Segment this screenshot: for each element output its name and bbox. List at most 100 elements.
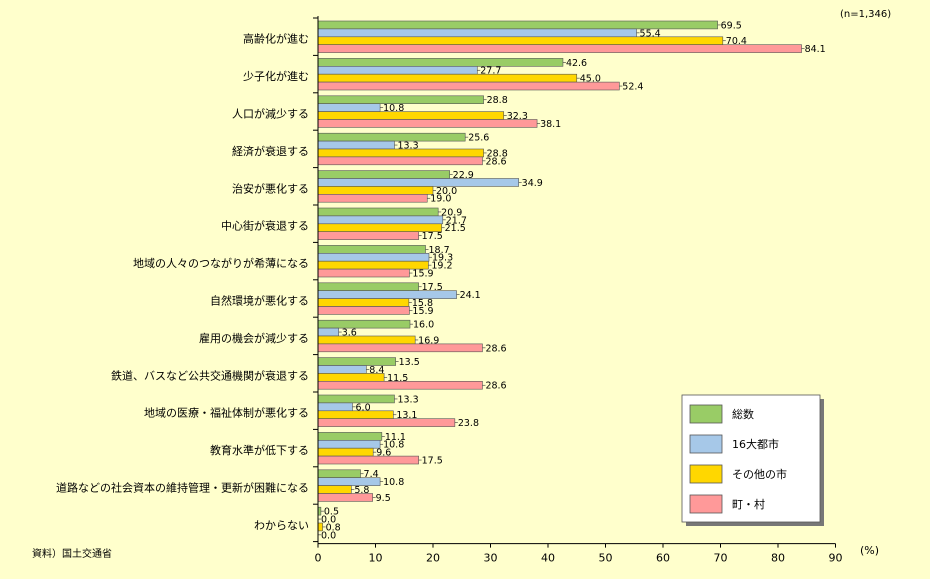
bar-4-3 xyxy=(317,194,428,203)
bar-9-3 xyxy=(317,380,483,390)
bar-4-1 xyxy=(317,178,519,187)
x-tick-label-6: 60 xyxy=(656,552,670,565)
bar-8-1 xyxy=(317,327,340,337)
value-label-2-2: 32.3 xyxy=(507,111,528,122)
value-label-12-1: 10.8 xyxy=(383,477,404,488)
value-label-11-2: 9.6 xyxy=(376,448,391,459)
value-label-6-1: 19.3 xyxy=(432,253,453,264)
x-tick-label-0: 0 xyxy=(315,552,322,565)
bar-1-3 xyxy=(317,81,620,91)
category-label-2: 人口が減少する xyxy=(232,107,309,121)
sample-size-note: (n=1,346) xyxy=(840,9,891,20)
bar-7-0 xyxy=(317,282,419,291)
x-tick-label-5: 50 xyxy=(599,552,613,565)
bar-7-1 xyxy=(317,290,457,299)
source-note: 資料）国土交通省 xyxy=(32,547,112,560)
bar-0-2 xyxy=(317,36,724,45)
value-label-12-3: 9.5 xyxy=(376,493,391,504)
value-label-5-2: 21.5 xyxy=(445,223,466,234)
value-label-3-0: 25.6 xyxy=(468,133,489,144)
value-label-5-3: 17.5 xyxy=(422,231,443,242)
bar-1-2 xyxy=(317,73,578,83)
bar-6-1 xyxy=(317,253,430,262)
bar-12-3 xyxy=(317,493,373,502)
category-label-6: 地域の人々のつながりが希薄になる xyxy=(133,256,309,270)
bar-3-3 xyxy=(317,156,483,166)
value-label-8-0: 16.0 xyxy=(413,320,434,331)
x-tick-label-7: 70 xyxy=(714,552,728,565)
value-label-7-0: 17.5 xyxy=(422,282,443,293)
legend-swatch-3 xyxy=(689,494,723,514)
value-label-0-0: 69.5 xyxy=(721,20,742,31)
bar-11-2 xyxy=(317,447,374,457)
bar-10-2 xyxy=(317,410,394,419)
category-label-9: 鉄道、バスなど公共交通機関が衰退する xyxy=(111,368,309,382)
value-label-9-1: 8.4 xyxy=(369,365,384,376)
bar-8-3 xyxy=(317,343,483,353)
category-label-8: 雇用の機会が減少する xyxy=(199,331,309,345)
value-label-3-2: 28.8 xyxy=(487,148,508,159)
legend-swatch-0 xyxy=(689,404,723,424)
value-label-1-0: 42.6 xyxy=(566,58,587,69)
value-label-9-0: 13.5 xyxy=(399,357,420,368)
value-label-0-3: 84.1 xyxy=(805,44,826,55)
bar-6-3 xyxy=(317,268,410,278)
category-label-12: 道路などの社会資本の維持管理・更新が困難になる xyxy=(56,481,309,495)
value-label-0-2: 70.4 xyxy=(726,36,747,47)
category-label-4: 治安が悪化する xyxy=(232,181,309,195)
value-label-2-3: 38.1 xyxy=(540,119,561,130)
bar-2-1 xyxy=(317,103,381,112)
value-label-4-1: 34.9 xyxy=(522,178,543,189)
category-label-10: 地域の医療・福祉体制が悪化する xyxy=(144,406,309,420)
value-label-11-3: 17.5 xyxy=(422,456,443,467)
bar-12-1 xyxy=(317,477,381,486)
bar-1-0 xyxy=(317,58,564,67)
bar-9-2 xyxy=(317,373,385,382)
axes-layer: 高齢化が進む少子化が進む人口が減少する経済が衰退する治安が悪化する中心街が衰退す… xyxy=(56,16,843,565)
value-label-6-2: 19.2 xyxy=(431,261,452,272)
value-label-12-0: 7.4 xyxy=(364,469,379,480)
bar-12-2 xyxy=(317,485,352,494)
bar-2-3 xyxy=(317,119,538,128)
x-tick-label-3: 30 xyxy=(484,552,498,565)
bar-10-3 xyxy=(317,418,456,427)
bar-11-3 xyxy=(317,455,419,465)
bar-10-1 xyxy=(317,402,353,412)
bar-8-2 xyxy=(317,335,416,345)
bar-4-0 xyxy=(317,170,450,179)
value-label-12-2: 5.8 xyxy=(354,485,369,496)
value-label-11-1: 10.8 xyxy=(383,440,404,451)
value-label-13-2: 0.8 xyxy=(326,522,341,533)
value-label-1-1: 27.7 xyxy=(480,66,501,77)
bar-5-3 xyxy=(317,231,419,240)
value-label-2-1: 10.8 xyxy=(383,103,404,114)
value-label-9-2: 11.5 xyxy=(387,373,408,384)
category-label-13: わからない xyxy=(254,519,309,532)
value-label-13-1: 0.0 xyxy=(321,515,336,526)
legend-swatch-1 xyxy=(689,434,723,454)
bar-5-0 xyxy=(317,207,439,217)
value-label-4-2: 20.0 xyxy=(436,186,457,197)
value-label-2-0: 28.8 xyxy=(487,95,508,106)
value-label-10-1: 6.0 xyxy=(356,402,371,413)
x-tick-label-9: 90 xyxy=(829,552,843,565)
value-label-8-1: 3.6 xyxy=(342,328,357,339)
value-label-13-0: 0.5 xyxy=(324,507,339,518)
bar-8-0 xyxy=(317,319,411,329)
bar-9-1 xyxy=(317,365,367,374)
value-label-7-3: 15.9 xyxy=(412,306,433,317)
bar-7-2 xyxy=(317,298,410,307)
value-label-7-1: 24.1 xyxy=(460,290,481,301)
value-label-6-3: 15.9 xyxy=(412,269,433,280)
x-tick-label-2: 20 xyxy=(426,552,440,565)
bar-7-3 xyxy=(317,306,410,315)
value-label-5-1: 21.7 xyxy=(446,215,467,226)
category-label-5: 中心街が衰退する xyxy=(221,219,309,233)
value-label-9-3: 28.6 xyxy=(485,381,506,392)
legend-label-0: 総数 xyxy=(732,407,754,421)
category-label-1: 少子化が進む xyxy=(243,69,309,83)
value-label-5-0: 20.9 xyxy=(441,207,462,218)
x-tick-label-1: 10 xyxy=(369,552,383,565)
bar-3-2 xyxy=(317,148,484,158)
